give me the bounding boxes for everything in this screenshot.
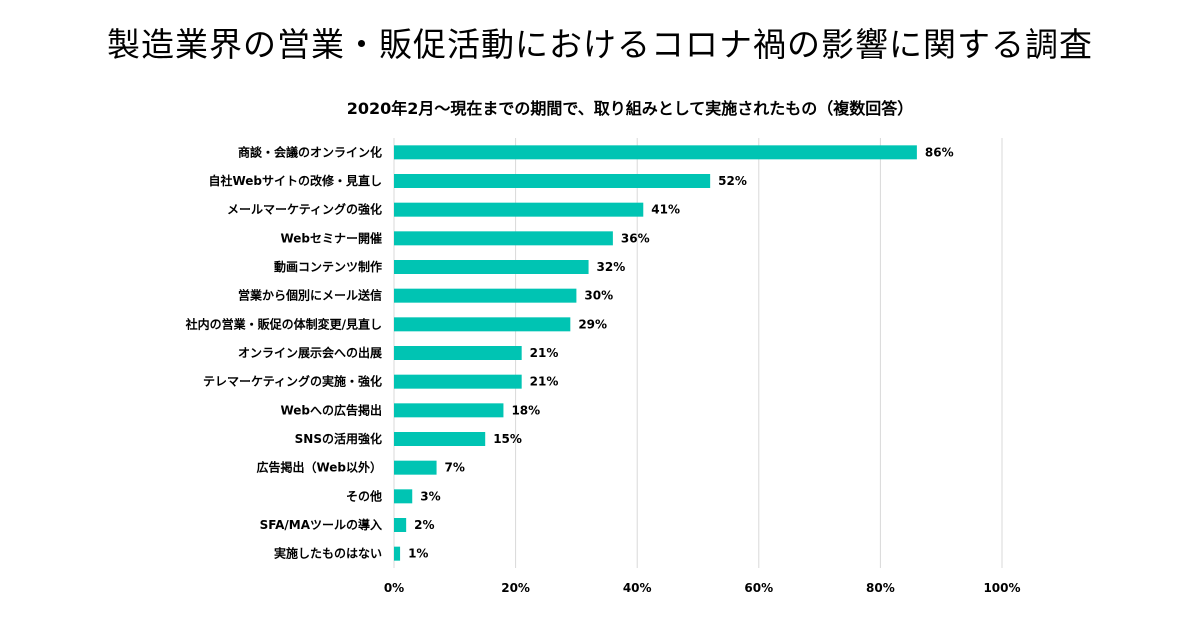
bars: [394, 145, 917, 561]
value-label: 21%: [530, 346, 559, 360]
bar: [394, 374, 522, 389]
category-label: SFA/MAツールの導入: [260, 517, 382, 532]
value-label: 21%: [530, 375, 559, 389]
bar: [394, 202, 644, 217]
page-title: 製造業界の営業・販促活動におけるコロナ禍の影響に関する調査: [107, 25, 1093, 64]
value-label: 18%: [511, 403, 540, 417]
category-label: 商談・会議のオンライン化: [238, 144, 382, 159]
value-label: 2%: [414, 518, 434, 532]
category-label: メールマーケティングの強化: [227, 202, 382, 217]
bar: [394, 145, 917, 160]
value-label: 36%: [621, 231, 650, 245]
category-label: SNSの活用強化: [295, 431, 382, 446]
value-label: 3%: [420, 489, 440, 503]
value-label: 15%: [493, 432, 522, 446]
bar: [394, 403, 504, 418]
value-labels: 86% 52% 41%36% 32% 30% 29% 21% 21% 18% 15% 7% 3% 2% 1…: [408, 145, 954, 560]
category-label: 実施したものはない: [274, 546, 382, 561]
bar: [394, 546, 401, 561]
bar: [394, 288, 577, 303]
value-label: 41%: [651, 203, 680, 217]
x-tick-label: 40%: [623, 581, 652, 595]
value-label: 52%: [718, 174, 747, 188]
bar: [394, 460, 437, 475]
category-label: 自社Webサイトの改修・見直し: [208, 173, 382, 188]
bar: [394, 346, 522, 360]
bar: [394, 174, 711, 188]
x-tick-label: 0%: [384, 581, 404, 595]
value-label: 32%: [597, 260, 626, 274]
value-label: 86%: [925, 145, 954, 159]
x-tick-label: 80%: [866, 581, 895, 595]
category-label: Webセミナー開催: [280, 230, 382, 245]
bar: [394, 432, 486, 446]
category-label: 社内の営業・販促の体制変更/見直し: [185, 316, 382, 331]
bar: [394, 317, 571, 332]
category-label: オンライン展示会への出展: [238, 345, 382, 360]
bar: [394, 518, 407, 532]
value-label: 30%: [584, 289, 613, 303]
category-label: 広告掲出（Web以外）: [256, 460, 382, 475]
bar: [394, 489, 413, 504]
x-tick-label: 60%: [744, 581, 773, 595]
x-tick-labels: 0% 20% 40% 60% 80% 100%: [384, 581, 1021, 595]
x-tick-label: 100%: [983, 581, 1020, 595]
category-labels: 商談・会議のオンライン化自社Webサイトの改修・見直しメールマーケティングの強化…: [185, 144, 382, 560]
category-label: 営業から個別にメール送信: [238, 288, 382, 303]
x-tick-label: 20%: [501, 581, 530, 595]
value-label: 29%: [578, 317, 607, 331]
value-label: 7%: [445, 461, 465, 475]
bar: [394, 260, 589, 274]
category-label: その他: [346, 488, 382, 503]
category-label: Webへの広告掲出: [280, 402, 382, 417]
bar: [394, 231, 613, 246]
category-label: テレマーケティングの実施・強化: [203, 374, 382, 389]
chart-subtitle: 2020年2月～現在までの期間で、取り組みとして実施されたもの（複数回答）: [347, 99, 914, 118]
category-label: 動画コンテンツ制作: [274, 259, 382, 274]
value-label: 1%: [408, 547, 428, 561]
